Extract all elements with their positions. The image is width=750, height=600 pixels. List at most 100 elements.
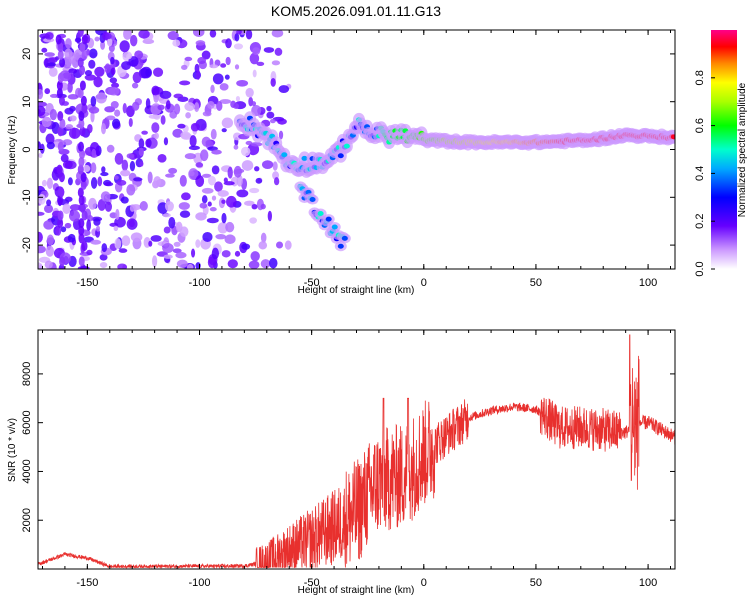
noise-blob — [95, 75, 101, 88]
noise-blob — [114, 153, 124, 165]
noise-blob — [211, 149, 222, 155]
noise-blob — [148, 114, 160, 119]
noise-blob — [151, 122, 160, 133]
noise-blob — [74, 37, 82, 43]
noise-blob — [207, 256, 217, 269]
noise-blob — [67, 177, 73, 186]
noise-blob — [43, 220, 55, 230]
noise-blob — [215, 233, 227, 240]
noise-blob — [67, 94, 79, 100]
noise-blob — [266, 105, 272, 112]
noise-blob — [248, 260, 260, 269]
noise-blob — [41, 47, 48, 53]
noise-blob — [172, 39, 181, 47]
noise-blob — [167, 31, 179, 41]
noise-blob — [88, 197, 97, 210]
noise-blob — [106, 33, 112, 40]
noise-blob — [275, 241, 284, 249]
noise-blob — [132, 71, 142, 84]
snr-y-tick-label: 8000 — [21, 362, 33, 386]
streak-blob — [56, 164, 63, 175]
noise-blob — [44, 52, 55, 57]
snr-y-tick-label: 2000 — [21, 508, 33, 532]
noise-blob — [44, 88, 51, 95]
noise-blob — [106, 115, 116, 121]
noise-blob — [179, 80, 191, 86]
noise-blob — [100, 172, 109, 177]
noise-blob — [230, 100, 237, 108]
noise-blob — [97, 176, 103, 187]
noise-blob — [110, 56, 115, 65]
noise-blob — [164, 201, 174, 212]
noise-blob — [188, 168, 199, 181]
noise-blob — [95, 225, 101, 232]
streak-blob — [78, 156, 85, 167]
noise-blob — [159, 90, 172, 99]
noise-blob — [101, 123, 107, 135]
streak-blob — [59, 256, 66, 267]
noise-blob — [201, 195, 208, 204]
noise-blob — [123, 30, 132, 40]
streak-blob — [57, 111, 64, 122]
noise-blob — [184, 102, 195, 112]
noise-blob — [249, 217, 257, 224]
noise-blob — [179, 174, 187, 187]
noise-blob — [223, 181, 235, 186]
streak-blob — [77, 57, 84, 68]
noise-blob — [277, 118, 287, 125]
noise-blob — [190, 122, 200, 132]
streak-blob — [78, 118, 85, 129]
snr-x-tick-label: 50 — [530, 577, 542, 589]
noise-blob — [209, 30, 217, 38]
noise-blob — [117, 263, 128, 269]
noise-blob — [154, 132, 159, 140]
noise-blob — [145, 98, 151, 109]
noise-blob — [219, 83, 229, 91]
noise-blob — [261, 160, 274, 169]
noise-blob — [93, 218, 101, 226]
streak-blob — [79, 126, 86, 137]
noise-blob — [214, 181, 223, 192]
noise-blob — [207, 175, 216, 186]
streak-blob — [79, 42, 86, 53]
noise-blob — [114, 238, 122, 250]
streak-blob — [81, 103, 88, 114]
noise-blob — [145, 68, 152, 77]
noise-blob — [71, 127, 77, 139]
snr-y-axis-label: SNR (10 * v/v) — [7, 418, 18, 482]
ridge-core — [337, 243, 344, 249]
noise-blob — [108, 44, 115, 53]
noise-blob — [128, 117, 133, 127]
noise-blob — [45, 245, 55, 257]
noise-blob — [130, 232, 143, 242]
noise-blob — [90, 239, 102, 245]
noise-blob — [226, 195, 237, 208]
noise-blob — [165, 100, 171, 110]
noise-blob — [175, 251, 187, 259]
noise-blob — [44, 32, 54, 40]
noise-blob — [225, 221, 235, 233]
streak-blob — [77, 30, 84, 37]
streak-blob — [81, 34, 88, 45]
noise-blob — [188, 145, 200, 151]
spectrogram-y-tick-label: 0 — [21, 146, 33, 152]
noise-blob — [249, 52, 260, 65]
noise-blob — [95, 149, 101, 157]
colorbar-tick-label: 0.6 — [694, 118, 706, 133]
streak-blob — [80, 95, 87, 106]
streak-blob — [57, 218, 64, 229]
noise-blob — [177, 123, 186, 129]
streak-blob — [79, 65, 86, 76]
noise-blob — [64, 222, 72, 229]
ridge-core — [331, 224, 338, 230]
streak-blob — [56, 88, 63, 99]
noise-blob — [82, 164, 91, 173]
noise-blob — [116, 179, 127, 186]
ridge-core — [301, 155, 308, 161]
noise-blob — [46, 199, 52, 207]
noise-blob — [233, 43, 244, 50]
noise-blob — [90, 95, 97, 107]
noise-blob — [122, 103, 127, 114]
noise-blob — [184, 153, 197, 160]
